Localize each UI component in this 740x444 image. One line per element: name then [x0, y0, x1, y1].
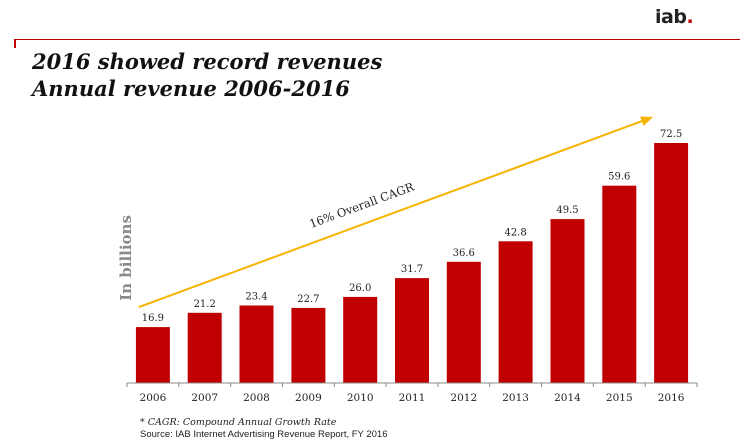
x-axis-ticks: 2006 2007 2008 2009 2010 2011 2012 2013 2014 2015… — [126, 383, 698, 404]
tick-label-2009: 2009 — [295, 392, 322, 404]
cagr-footnote: * CAGR: Compound Annual Growth Rate — [140, 417, 337, 428]
bar-2013 — [498, 241, 533, 383]
tick-label-2011: 2011 — [399, 392, 426, 404]
bar-group: 16.9 21.2 23.4 22.7 26.0 31.7 36.6 42.8 49.5 59.6… — [135, 129, 689, 383]
data-label-2008: 23.4 — [245, 292, 267, 303]
y-axis-label: In billions — [117, 215, 135, 301]
tick-label-2010: 2010 — [347, 392, 374, 404]
bar-2010 — [343, 296, 378, 383]
tick-label-2012: 2012 — [450, 392, 477, 404]
iab-logo: iab. — [655, 6, 694, 28]
data-label-2010: 26.0 — [349, 283, 371, 294]
bar-2006 — [135, 327, 170, 383]
bar-2009 — [291, 307, 326, 383]
cagr-arrow-head — [640, 116, 654, 126]
chart-title: 2016 showed record revenues — [32, 49, 383, 74]
data-label-2016: 72.5 — [660, 129, 682, 140]
source-note: Source: IAB Internet Advertising Revenue… — [140, 429, 388, 440]
data-label-2012: 36.6 — [453, 248, 475, 259]
data-label-2006: 16.9 — [142, 313, 164, 324]
bar-2007 — [187, 312, 222, 383]
chart-subtitle: Annual revenue 2006-2016 — [32, 76, 350, 101]
bar-2008 — [239, 305, 274, 383]
bar-2014 — [550, 219, 585, 383]
tick-label-2016: 2016 — [658, 392, 685, 404]
cagr-annotation: 16% Overall CAGR — [307, 179, 416, 231]
bar-2011 — [395, 278, 429, 383]
bar-2016 — [654, 143, 689, 383]
tick-label-2014: 2014 — [554, 392, 581, 404]
header-rule-tick — [14, 39, 16, 48]
header-rule — [14, 39, 740, 40]
tick-label-2013: 2013 — [502, 392, 529, 404]
tick-label-2015: 2015 — [606, 392, 633, 404]
logo-text: iab — [655, 6, 687, 28]
bar-2012 — [446, 261, 481, 383]
tick-label-2007: 2007 — [191, 392, 218, 404]
data-label-2011: 31.7 — [401, 264, 423, 275]
data-label-2007: 21.2 — [194, 299, 216, 310]
tick-label-2006: 2006 — [140, 392, 167, 404]
data-label-2014: 49.5 — [556, 205, 578, 216]
logo-dot: . — [686, 6, 694, 28]
slide-title: 2016 showed record revenues Annual reven… — [32, 48, 382, 102]
data-label-2015: 59.6 — [608, 172, 630, 183]
data-label-2009: 22.7 — [297, 294, 319, 305]
tick-label-2008: 2008 — [243, 392, 270, 404]
cagr-arrow-line — [138, 119, 645, 309]
bar-2015 — [602, 185, 637, 383]
data-label-2013: 42.8 — [504, 227, 526, 238]
